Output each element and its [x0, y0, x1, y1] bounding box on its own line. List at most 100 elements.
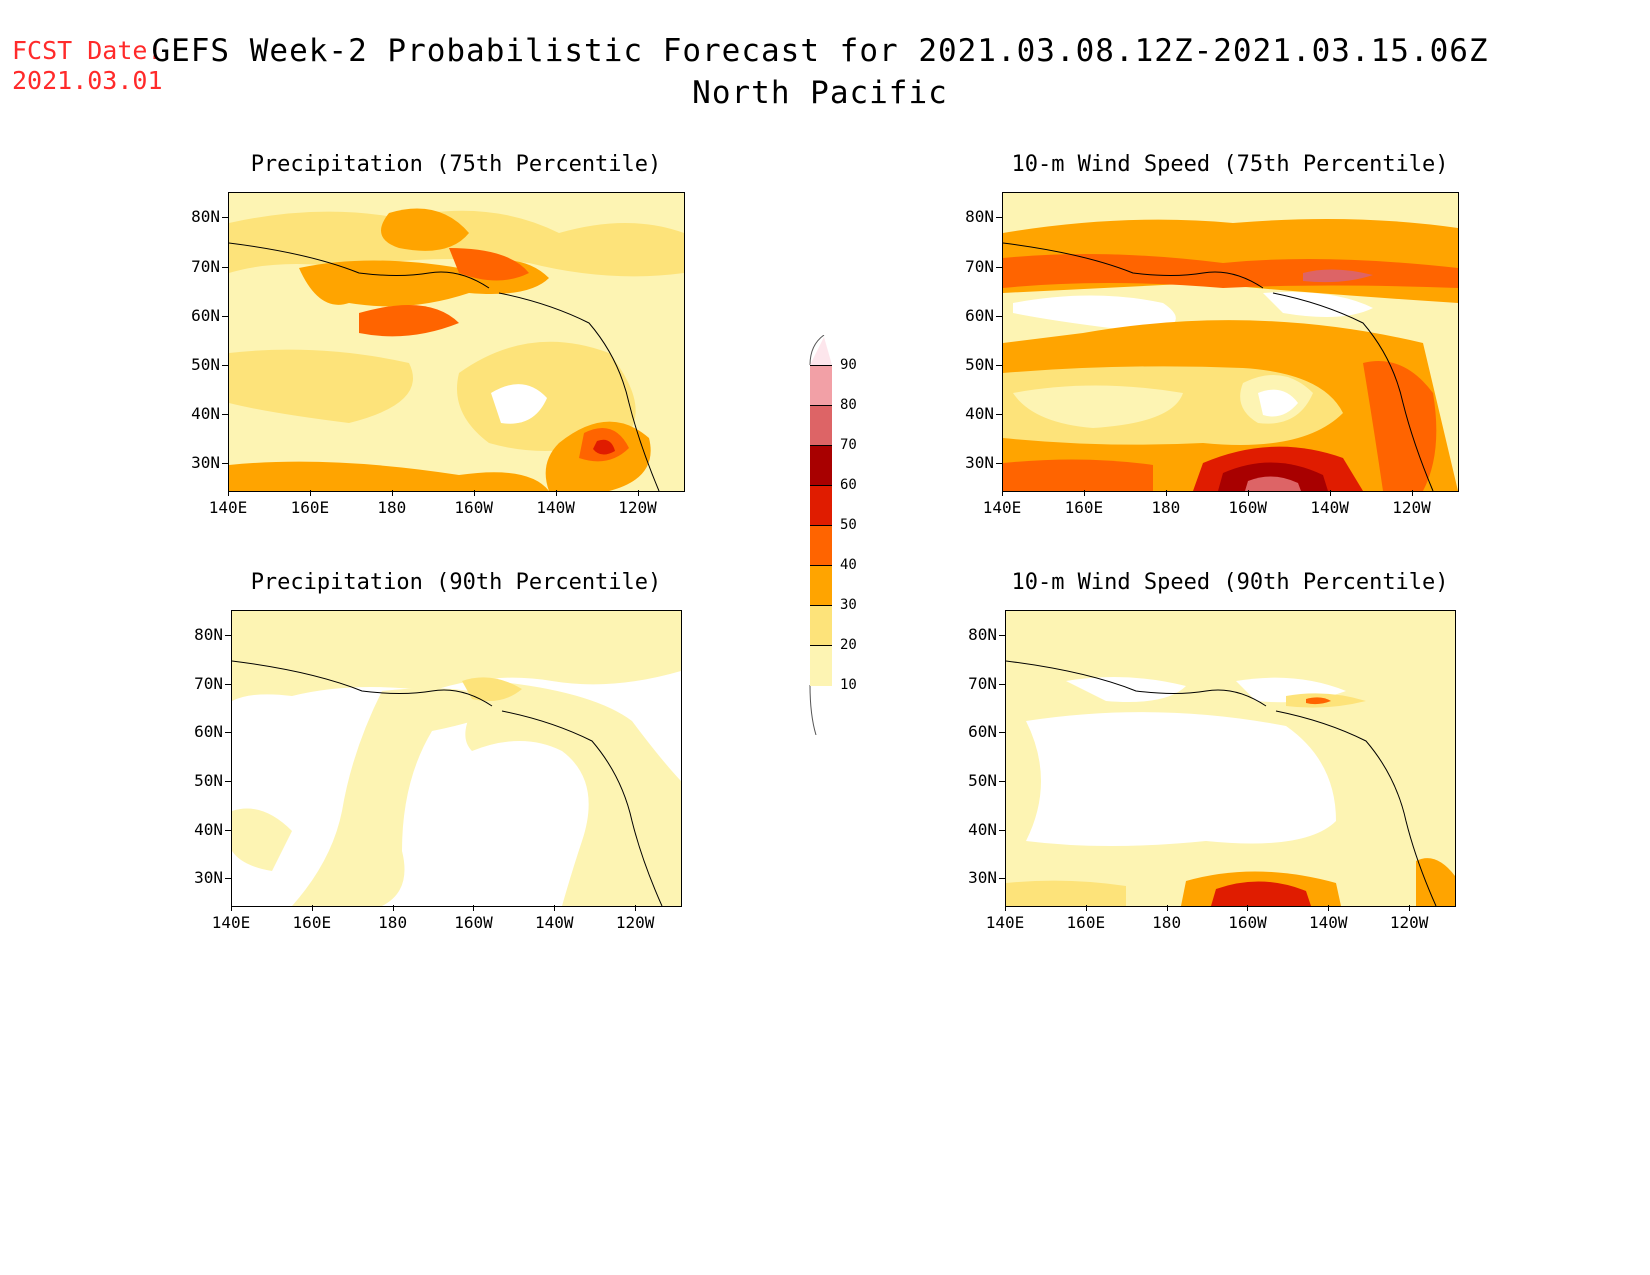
lat-tick-label: 70N [191, 256, 220, 276]
lon-tick-label: 180 [377, 498, 407, 517]
lat-tick-label: 80N [191, 207, 220, 227]
colorbar-level-label: 10 [840, 677, 857, 693]
panel-title: Precipitation (90th Percentile) [250, 570, 662, 595]
lat-tick-mark [996, 315, 1002, 317]
lon-tick-mark [311, 905, 313, 911]
lat-tick-mark [222, 266, 228, 268]
lat-tick-mark [996, 364, 1002, 366]
colorbar-segment [810, 645, 832, 686]
lon-tick-label: 140W [1310, 498, 1349, 517]
lon-tick-label: 180 [378, 913, 408, 932]
lon-tick-mark [1247, 490, 1249, 496]
lat-tick-mark [999, 732, 1005, 734]
lon-tick-label: 160W [1228, 913, 1267, 932]
lat-tick-mark [225, 878, 231, 880]
colorbar-level-label: 70 [840, 437, 857, 453]
colorbar: 90 80 70 60 50 40 30 20 10 [809, 335, 880, 735]
colorbar-segment [810, 485, 832, 526]
colorbar-segment [810, 565, 832, 606]
lon-tick-mark [1328, 905, 1330, 911]
lat-tick-mark [999, 781, 1005, 783]
map-wind-75 [1002, 192, 1459, 492]
lon-tick-label: 140E [211, 913, 251, 932]
lat-tick-label: 80N [965, 207, 994, 227]
lat-tick-mark [222, 463, 228, 465]
figure-title: GEFS Week-2 Probabilistic Forecast for 2… [150, 30, 1490, 114]
colorbar-level-label: 60 [840, 477, 857, 493]
probability-field [229, 208, 684, 491]
lon-tick-label: 160E [1064, 498, 1104, 517]
lat-tick-mark [996, 217, 1002, 219]
lon-tick-mark [228, 490, 229, 496]
lon-tick-mark [1002, 490, 1003, 496]
panel-title: 10-m Wind Speed (75th Percentile) [1011, 152, 1449, 177]
colorbar-segment [810, 605, 832, 646]
lon-tick-label: 160E [292, 913, 332, 932]
lon-tick-mark [637, 490, 639, 496]
lon-tick-label: 120W [1392, 498, 1431, 517]
colorbar-segment [810, 445, 832, 486]
forecast-date-block: FCST Date: 2021.03.01 [12, 36, 163, 96]
lon-tick-mark [635, 905, 637, 911]
map-wind-90 [1005, 610, 1456, 907]
lat-tick-label: 50N [194, 771, 223, 791]
lon-tick-mark [473, 490, 475, 496]
lon-tick-label: 120W [618, 498, 657, 517]
probability-field [1003, 219, 1458, 491]
lat-tick-label: 30N [968, 868, 997, 888]
lat-tick-mark [996, 414, 1002, 415]
lat-tick-label: 80N [194, 625, 223, 645]
lon-tick-label: 160E [290, 498, 330, 517]
lat-tick-label: 60N [965, 305, 994, 325]
lon-tick-label: 160W [454, 498, 493, 517]
lon-tick-mark [1085, 905, 1087, 911]
lat-tick-label: 30N [965, 453, 994, 473]
lat-tick-mark [225, 683, 231, 685]
lon-tick-label: 160W [1228, 498, 1267, 517]
lat-tick-mark [225, 829, 231, 831]
lat-tick-label: 50N [968, 771, 997, 791]
lon-tick-label: 140E [208, 498, 248, 517]
lat-tick-mark [999, 878, 1005, 880]
lat-tick-mark [222, 364, 228, 366]
lat-tick-label: 60N [968, 722, 997, 742]
lon-tick-mark [309, 490, 311, 496]
colorbar-level-label: 20 [840, 637, 857, 653]
lat-tick-mark [996, 266, 1002, 268]
lon-tick-label: 140W [1309, 913, 1348, 932]
lon-tick-label: 140E [985, 913, 1025, 932]
colorbar-outline [809, 335, 832, 735]
lat-tick-label: 40N [965, 404, 994, 423]
lat-tick-mark [999, 829, 1005, 831]
lon-tick-label: 120W [1389, 913, 1429, 932]
lat-tick-label: 60N [191, 305, 220, 325]
lon-tick-mark [391, 490, 393, 496]
colorbar-level-label: 30 [840, 597, 857, 613]
lon-tick-label: 120W [615, 913, 655, 932]
title-line-2: North Pacific [692, 75, 948, 111]
colorbar-segment [810, 365, 832, 406]
lon-tick-label: 160E [1066, 913, 1106, 932]
lon-tick-label: 180 [1152, 913, 1182, 932]
lat-tick-label: 40N [968, 819, 997, 839]
lon-tick-mark [1247, 905, 1249, 911]
lat-tick-label: 40N [191, 404, 220, 423]
lat-tick-label: 30N [191, 453, 220, 473]
lon-tick-mark [1165, 490, 1167, 496]
map-precip-90 [231, 610, 682, 907]
lon-tick-mark [554, 905, 556, 911]
lat-tick-label: 80N [968, 625, 997, 645]
colorbar-level-label: 80 [840, 397, 857, 413]
lat-tick-mark [999, 635, 1005, 637]
lon-tick-label: 180 [1151, 498, 1181, 517]
map-precip-75 [228, 192, 685, 492]
lat-tick-mark [999, 683, 1005, 685]
lat-tick-label: 50N [191, 354, 220, 374]
lon-tick-mark [1411, 490, 1413, 496]
panel-title: Precipitation (75th Percentile) [250, 152, 662, 177]
lat-tick-mark [222, 315, 228, 317]
lon-tick-mark [1409, 905, 1411, 911]
lon-tick-mark [1005, 905, 1006, 911]
colorbar-segment [810, 405, 832, 446]
lon-tick-mark [392, 905, 394, 911]
